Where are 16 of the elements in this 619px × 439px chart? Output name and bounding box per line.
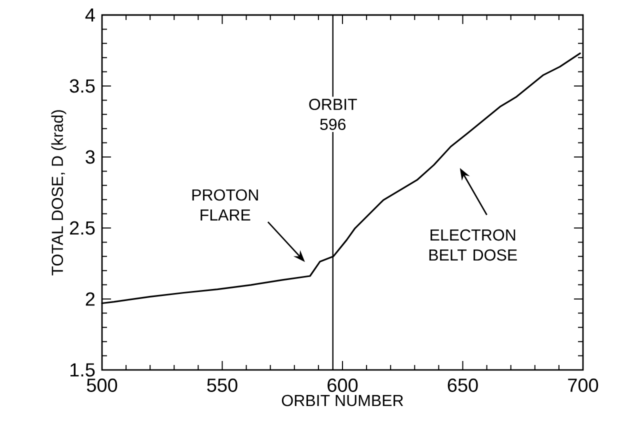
y-tick-label: 3.5 (70, 79, 95, 93)
x-axis-title: ORBIT NUMBER (282, 394, 404, 406)
x-tick-label: 500 (86, 378, 118, 392)
annotation: ELECTRON BELT DOSE (429, 229, 517, 261)
annotation: PROTON FLARE (192, 189, 258, 220)
ref-line-label: ORBIT 596 (309, 98, 357, 130)
x-tick-label: 600 (328, 378, 358, 392)
y-tick-label: 3 (86, 150, 95, 164)
y-axis-title: TOTAL DOSE, D (krad) (51, 110, 66, 276)
x-tick-label: 650 (448, 378, 478, 392)
y-tick-label: 2 (86, 292, 95, 306)
y-tick-label: 2.5 (70, 221, 95, 235)
x-tick-label: 700 (568, 378, 598, 392)
y-tick-label: 1.5 (70, 363, 95, 377)
x-tick-label: 550 (207, 378, 238, 392)
y-tick-label: 4 (85, 8, 95, 22)
